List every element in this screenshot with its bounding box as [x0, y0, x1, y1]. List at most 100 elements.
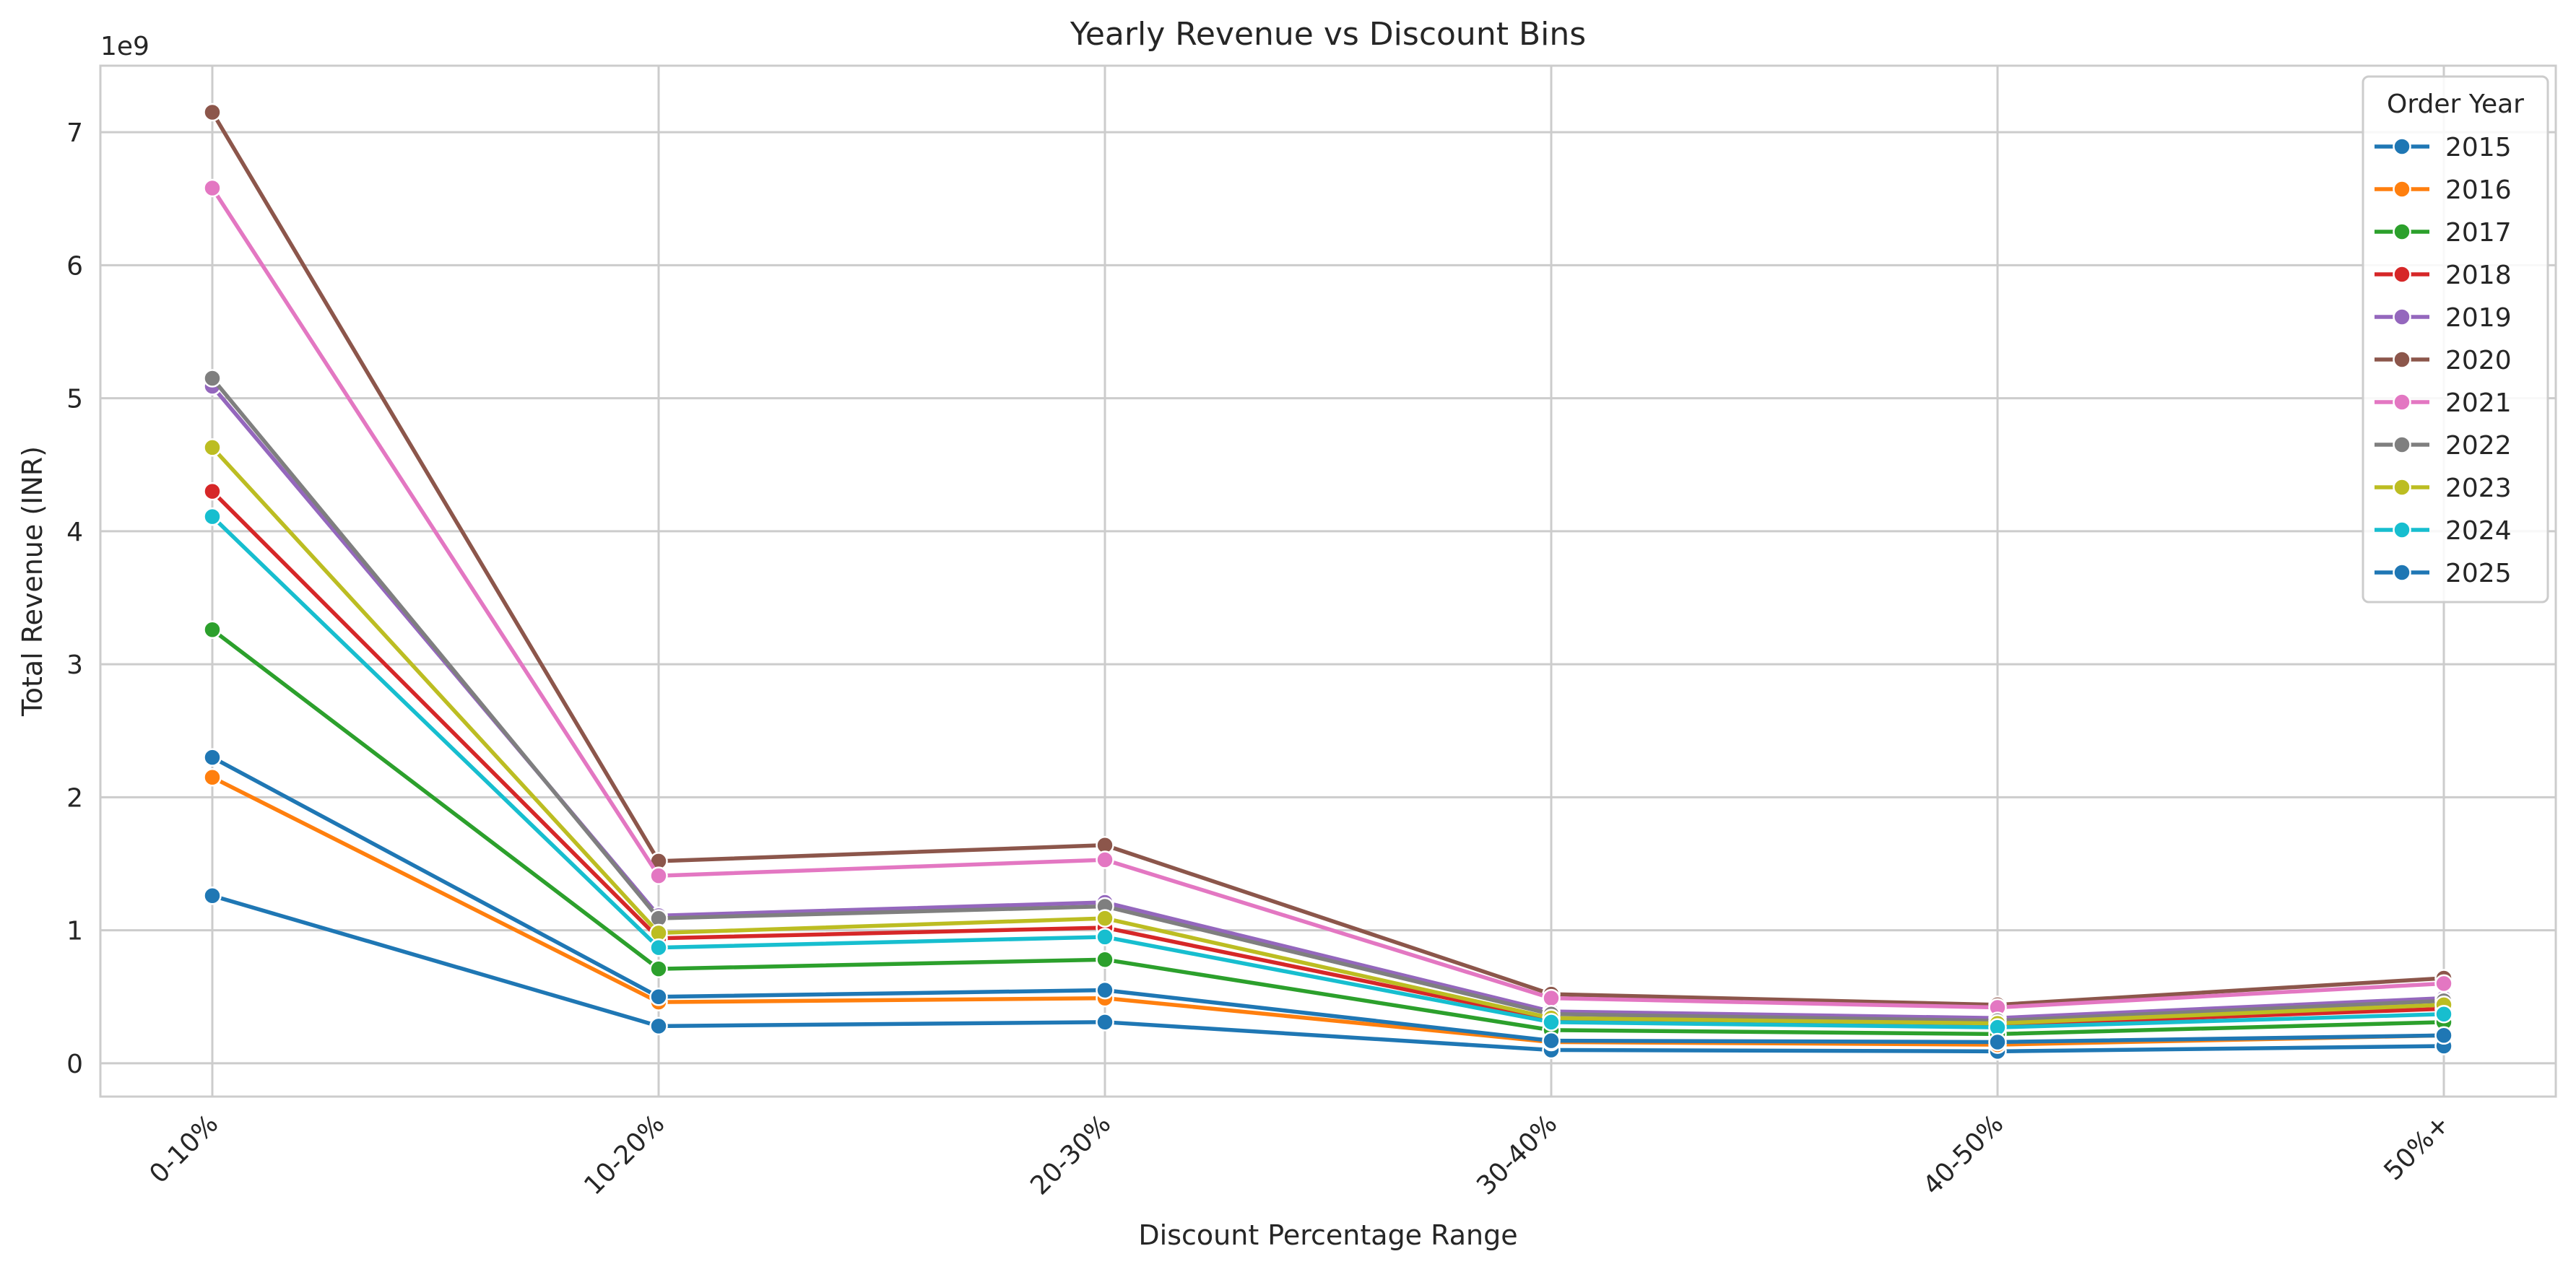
chart-title: Yearly Revenue vs Discount Bins — [1070, 16, 1586, 53]
legend-label: 2017 — [2445, 218, 2512, 248]
data-point — [2434, 1026, 2453, 1045]
data-point — [1542, 988, 1561, 1008]
legend-marker — [2393, 435, 2411, 454]
x-tick-label: 50%+ — [2378, 1109, 2455, 1186]
series-2016 — [203, 768, 2453, 1054]
plot-area-frame — [99, 64, 2557, 1098]
series-line — [210, 514, 2446, 1029]
legend-frame — [2362, 75, 2549, 604]
data-point — [1096, 1013, 1114, 1032]
data-point — [1096, 850, 1114, 869]
data-point — [203, 507, 222, 526]
data-point — [203, 620, 222, 640]
legend-item: 2022 — [2375, 431, 2512, 461]
legend-marker — [2393, 393, 2411, 411]
series-line — [210, 445, 2446, 1026]
legend-label: 2023 — [2445, 474, 2512, 503]
y-tick-label: 0 — [66, 1050, 83, 1079]
y-tick-label: 4 — [66, 518, 83, 547]
series-2020 — [203, 103, 2453, 1014]
data-point — [1096, 950, 1114, 969]
legend-label: 2021 — [2445, 388, 2512, 418]
legend-marker — [2393, 563, 2411, 582]
legend-marker — [2393, 478, 2411, 497]
legend-marker — [2393, 308, 2411, 326]
data-point — [649, 988, 668, 1006]
series-line — [210, 755, 2446, 1045]
y-axis-offset-label: 1e9 — [100, 32, 149, 61]
data-point — [649, 1016, 668, 1036]
y-tick-label: 6 — [66, 251, 83, 281]
legend-item: 2023 — [2375, 474, 2512, 503]
x-tick-label: 40-50% — [1917, 1109, 2009, 1201]
y-tick-label: 1 — [66, 917, 83, 946]
data-point — [203, 103, 222, 122]
data-point — [1096, 909, 1114, 928]
data-point — [649, 866, 668, 885]
data-point — [203, 178, 222, 198]
x-axis-label: Discount Percentage Range — [1138, 1219, 1517, 1251]
data-point — [1542, 1013, 1561, 1032]
legend-label: 2018 — [2445, 261, 2512, 290]
data-point — [649, 938, 668, 957]
data-point — [2434, 1005, 2453, 1024]
legend-marker — [2393, 350, 2411, 369]
data-point — [203, 768, 222, 787]
x-tick-label: 30-40% — [1471, 1109, 1563, 1201]
series-2018 — [203, 482, 2453, 1034]
legend-item: 2021 — [2375, 388, 2512, 418]
data-point — [1542, 1031, 1561, 1050]
legend-item: 2024 — [2375, 516, 2512, 546]
legend-item: 2015 — [2375, 133, 2512, 162]
x-tick-label: 10-20% — [578, 1109, 670, 1201]
y-tick-label: 7 — [66, 118, 83, 148]
series-2025 — [203, 748, 2453, 1052]
legend-label: 2016 — [2445, 175, 2512, 205]
y-axis-label: Total Revenue (INR) — [17, 446, 48, 717]
series-2024 — [203, 507, 2453, 1037]
legend-label: 2019 — [2445, 303, 2512, 333]
legend-item: 2025 — [2375, 559, 2512, 588]
legend-item: 2020 — [2375, 346, 2512, 375]
data-point — [1096, 928, 1114, 946]
y-axis-ticks: 0 1 2 3 4 5 6 7 — [66, 118, 83, 1079]
legend-label: 2022 — [2445, 431, 2512, 461]
data-point — [203, 748, 222, 767]
series-line — [210, 627, 2446, 1037]
series-line — [210, 110, 2446, 1007]
legend-label: 2025 — [2445, 559, 2512, 588]
series-2021 — [203, 178, 2453, 1017]
data-point — [203, 482, 222, 501]
legend-marker — [2393, 180, 2411, 199]
data-point — [203, 887, 222, 905]
legend-item: 2019 — [2375, 303, 2512, 333]
x-tick-label: 20-30% — [1025, 1109, 1116, 1201]
data-point — [1988, 1032, 2007, 1052]
data-point — [1096, 980, 1114, 1000]
legend-label: 2024 — [2445, 516, 2512, 546]
data-point — [203, 369, 222, 388]
data-point — [649, 959, 668, 978]
legend-marker — [2393, 137, 2411, 156]
data-point — [203, 438, 222, 457]
x-tick-label: 0-10% — [144, 1109, 224, 1189]
legend-label: 2015 — [2445, 133, 2512, 162]
series-lines — [203, 103, 2453, 1061]
legend-item: 2018 — [2375, 261, 2512, 290]
legend: Order Year 2015 2016 2017 2018 2019 2020 2021 2… — [2362, 75, 2549, 604]
y-tick-label: 3 — [66, 650, 83, 680]
x-axis-ticks: 0-10% 10-20% 20-30% 30-40% 40-50% 50%+ — [144, 1109, 2455, 1201]
y-tick-label: 5 — [66, 385, 83, 414]
legend-label: 2020 — [2445, 346, 2512, 375]
legend-item: 2016 — [2375, 175, 2512, 205]
data-point — [2434, 974, 2453, 993]
legend-marker — [2393, 265, 2411, 284]
series-line — [210, 376, 2446, 1023]
legend-title: Order Year — [2387, 90, 2524, 119]
series-line — [210, 894, 2446, 1054]
legend-item: 2017 — [2375, 218, 2512, 248]
legend-marker — [2393, 520, 2411, 539]
series-line — [210, 186, 2446, 1010]
legend-marker — [2393, 222, 2411, 241]
